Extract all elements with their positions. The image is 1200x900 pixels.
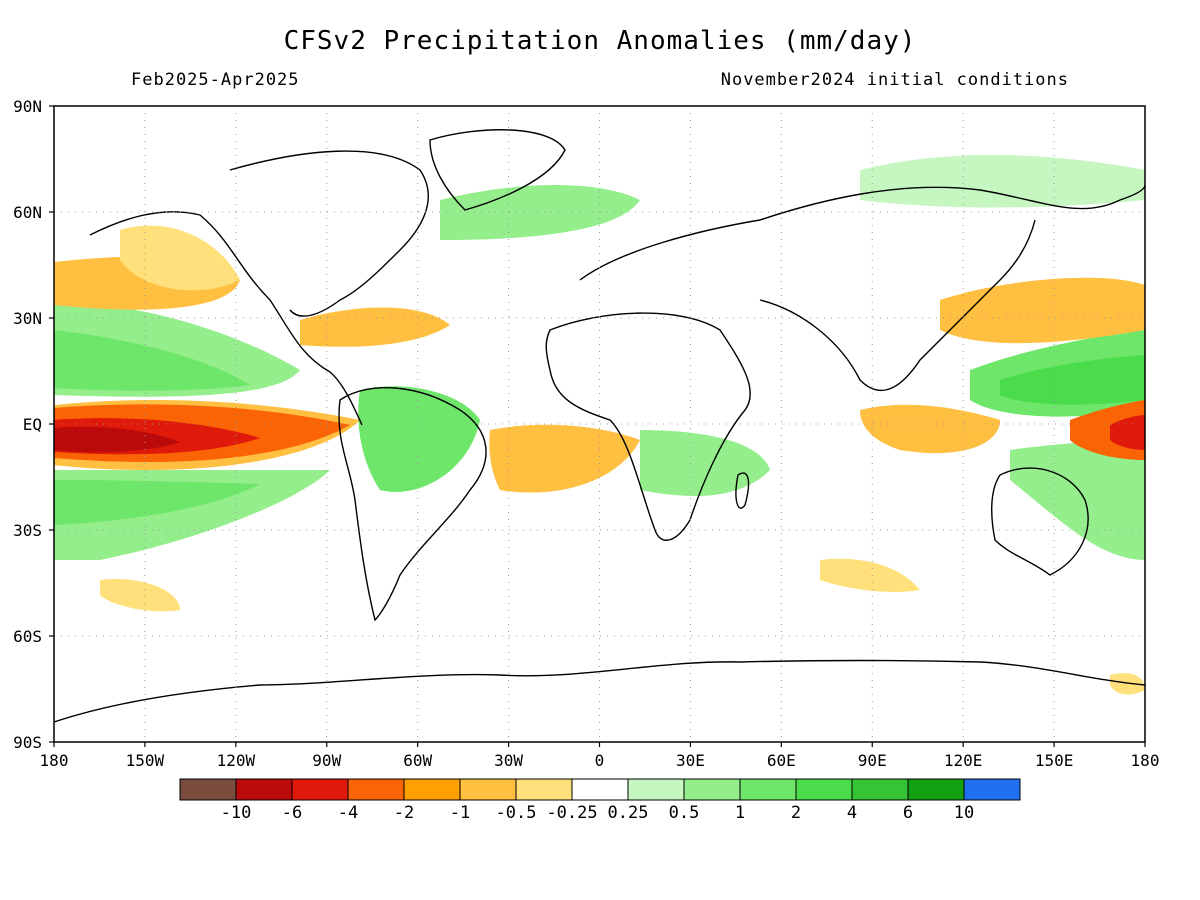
colorbar-swatch (291, 778, 349, 801)
lat-tick-label: 60N (13, 203, 42, 222)
colorbar-swatch (683, 778, 741, 801)
colorbar-swatch (571, 778, 629, 801)
colorbar-label: -10 (221, 803, 252, 823)
colorbar-swatch (235, 778, 293, 801)
colorbar-swatch (627, 778, 685, 801)
forecast-period: Feb2025-Apr2025 (131, 70, 300, 90)
colorbar-label: -2 (394, 803, 414, 823)
colorbar-label: -4 (338, 803, 358, 823)
colorbar-label: 4 (847, 803, 857, 823)
colorbar-swatch (459, 778, 517, 801)
lat-tick-label: 30S (13, 521, 42, 540)
lat-axis: 90N 60N 30N EQ 30S 60S 90S (13, 97, 54, 752)
lon-tick-label: 120E (944, 751, 983, 770)
lon-tick-label: 150E (1035, 751, 1074, 770)
lat-tick-label: 90N (13, 97, 42, 116)
lon-axis: 180 150W 120W 90W 60W 30W 0 30E 60E 90E 120E 150E 18… (40, 742, 1160, 770)
colorbar-swatch (739, 778, 797, 801)
anomaly-field (54, 155, 1145, 695)
lat-tick-label: 60S (13, 627, 42, 646)
lon-tick-label: 90E (858, 751, 887, 770)
lat-tick-label: EQ (23, 415, 42, 434)
colorbar-swatch (963, 778, 1021, 801)
initial-conditions: November2024 initial conditions (720, 70, 1069, 90)
lon-tick-label: 150W (126, 751, 165, 770)
colorbar-swatch (515, 778, 573, 801)
colorbar-label: 0.25 (608, 803, 649, 823)
colorbar-swatch (851, 778, 909, 801)
coastlines (54, 129, 1145, 723)
lon-tick-label: 60E (767, 751, 796, 770)
graticule (54, 106, 1145, 742)
colorbar-swatch (403, 778, 461, 801)
lon-tick-label: 90W (312, 751, 341, 770)
colorbar-label: 2 (791, 803, 801, 823)
colorbar-label: 0.5 (669, 803, 700, 823)
colorbar-label: 1 (735, 803, 745, 823)
lat-tick-label: 90S (13, 733, 42, 752)
map-title: CFSv2 Precipitation Anomalies (mm/day) (283, 26, 917, 56)
colorbar-label: -0.25 (546, 803, 597, 823)
colorbar-label: -6 (282, 803, 302, 823)
colorbar-label: 10 (954, 803, 974, 823)
lon-tick-label: 180 (1131, 751, 1160, 770)
colorbar-swatch (907, 778, 965, 801)
colorbar-swatch (179, 778, 237, 801)
colorbar: -10 -6 -4 -2 -1 -0.5 -0.25 0.25 0.5 1 2 4 6 10 (179, 778, 1021, 823)
colorbar-label: -0.5 (496, 803, 537, 823)
colorbar-swatch (347, 778, 405, 801)
lon-tick-label: 0 (595, 751, 605, 770)
lon-tick-label: 30E (676, 751, 705, 770)
colorbar-label: -1 (450, 803, 470, 823)
lon-tick-label: 120W (217, 751, 256, 770)
lon-tick-label: 30W (494, 751, 523, 770)
lon-tick-label: 180 (40, 751, 69, 770)
colorbar-swatch (795, 778, 853, 801)
lon-tick-label: 60W (403, 751, 432, 770)
colorbar-label: 6 (903, 803, 913, 823)
lat-tick-label: 30N (13, 309, 42, 328)
